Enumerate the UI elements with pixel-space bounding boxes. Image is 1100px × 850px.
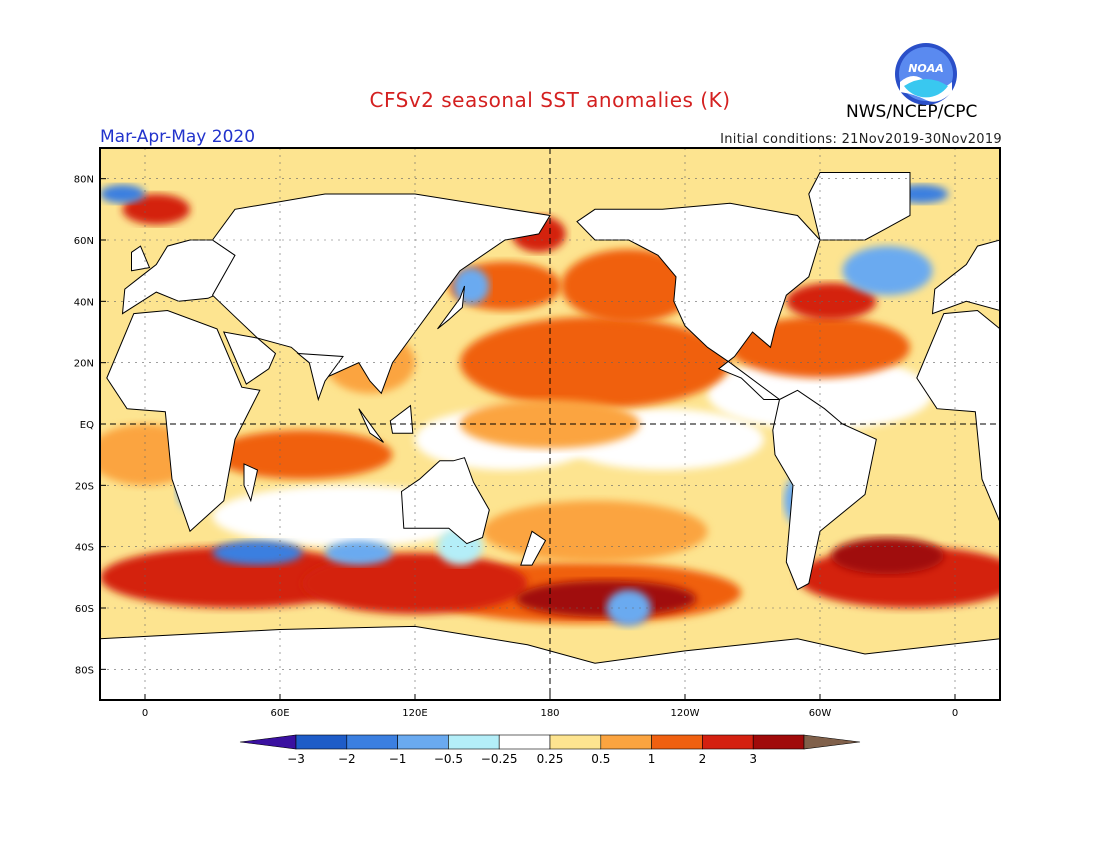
anomaly-patch: [460, 316, 730, 409]
land-outline: [772, 389, 877, 591]
colorbar-tick-label: 1: [648, 752, 656, 766]
season-label: Mar-Apr-May 2020: [100, 127, 256, 147]
land-outline: [296, 352, 344, 402]
anomaly-patch: [212, 540, 303, 566]
longitude-tick-label: 60W: [809, 708, 832, 719]
svg-text:NOAA: NOAA: [908, 62, 944, 75]
longitude-tick-label: 0: [952, 708, 958, 719]
land-outline: [400, 457, 490, 545]
land-outline: [576, 202, 821, 400]
colorbar-tick-label: 0.5: [591, 752, 610, 766]
longitude-tick-label: 120E: [402, 708, 427, 719]
colorbar-swatch: [346, 734, 398, 750]
map-title: CFSv2 seasonal SST anomalies (K): [369, 88, 731, 112]
anomaly-patch: [606, 589, 652, 627]
land-outline: [243, 463, 259, 503]
latitude-tick-label: 80N: [74, 175, 94, 186]
land-outline: [931, 239, 1000, 315]
longitude-tick-label: 120W: [671, 708, 700, 719]
longitude-tick-label: 180: [540, 708, 559, 719]
colorbar-tick-label: −3: [287, 752, 305, 766]
anomaly-patch: [842, 246, 933, 296]
latitude-tick-label: 40N: [74, 297, 94, 308]
latitude-tick-label: 20S: [75, 481, 94, 492]
land-outline: [358, 408, 384, 443]
anomaly-patch: [212, 430, 393, 480]
anomaly-patch: [831, 537, 944, 575]
latitude-tick-label: 20N: [74, 359, 94, 370]
latitude-tick-label: 80S: [75, 665, 94, 676]
latitude-labels: 80N 60N 40N 20N EQ 20S 40S 60S 80S: [74, 175, 106, 676]
land-outline: [437, 285, 465, 330]
latitude-tick-label: 60S: [75, 604, 94, 615]
colorbar-tick-label: −0.25: [481, 752, 518, 766]
anomaly-patch: [100, 546, 370, 608]
colorbar-tick-label: −1: [389, 752, 407, 766]
longitude-tick-label: 60E: [270, 708, 289, 719]
colorbar-tick-label: −0.5: [434, 752, 463, 766]
land-outline: [389, 404, 414, 434]
colorbar-tick-label: 0.25: [537, 752, 564, 766]
latitude-tick-label: 40S: [75, 543, 94, 554]
anomaly-patch: [482, 500, 708, 562]
colorbar-swatch: [600, 734, 652, 750]
colorbar-tick-label: 3: [749, 752, 757, 766]
longitude-tick-label: 0: [142, 708, 148, 719]
latitude-tick-label: EQ: [80, 420, 94, 431]
colorbar-swatch: [752, 734, 805, 750]
colorbar-swatch: [397, 734, 449, 750]
colorbar-swatch: [651, 734, 703, 750]
anomaly-patch: [561, 249, 697, 323]
land-outline: [222, 331, 277, 385]
anomaly-patch: [122, 194, 190, 225]
colorbar: −3 −2 −1 −0.5 −0.25 0.25 0.5 1 2 3: [239, 734, 861, 766]
colorbar-swatch: [448, 734, 500, 750]
land-outline: [916, 309, 1000, 523]
latitude-tick-label: 60N: [74, 236, 94, 247]
anomaly-patch: [516, 580, 697, 618]
land-outline: [131, 245, 151, 272]
land-outline: [520, 530, 547, 566]
land-outline: [211, 193, 551, 395]
colorbar-swatch: [498, 734, 551, 750]
initial-conditions-label: Initial conditions: 21Nov2019-30Nov2019: [720, 132, 1002, 147]
colorbar-swatch: [295, 734, 348, 750]
agency-label: NWS/NCEP/CPC: [846, 102, 978, 122]
longitude-labels: 0 60E 120E 180 120W 60W 0: [142, 694, 958, 719]
colorbar-min-arrow: [239, 734, 297, 750]
anomaly-patch: [100, 184, 145, 204]
colorbar-tick-label: 2: [699, 752, 707, 766]
colorbar-max-arrow: [803, 734, 861, 750]
graticule: [100, 148, 1000, 700]
colorbar-swatch: [702, 734, 754, 750]
colorbar-tick-label: −2: [338, 752, 356, 766]
noaa-logo-icon: NOAA: [895, 43, 957, 105]
anomaly-patch: [325, 540, 393, 566]
anomaly-patch: [786, 282, 877, 320]
colorbar-swatch: [549, 734, 602, 750]
